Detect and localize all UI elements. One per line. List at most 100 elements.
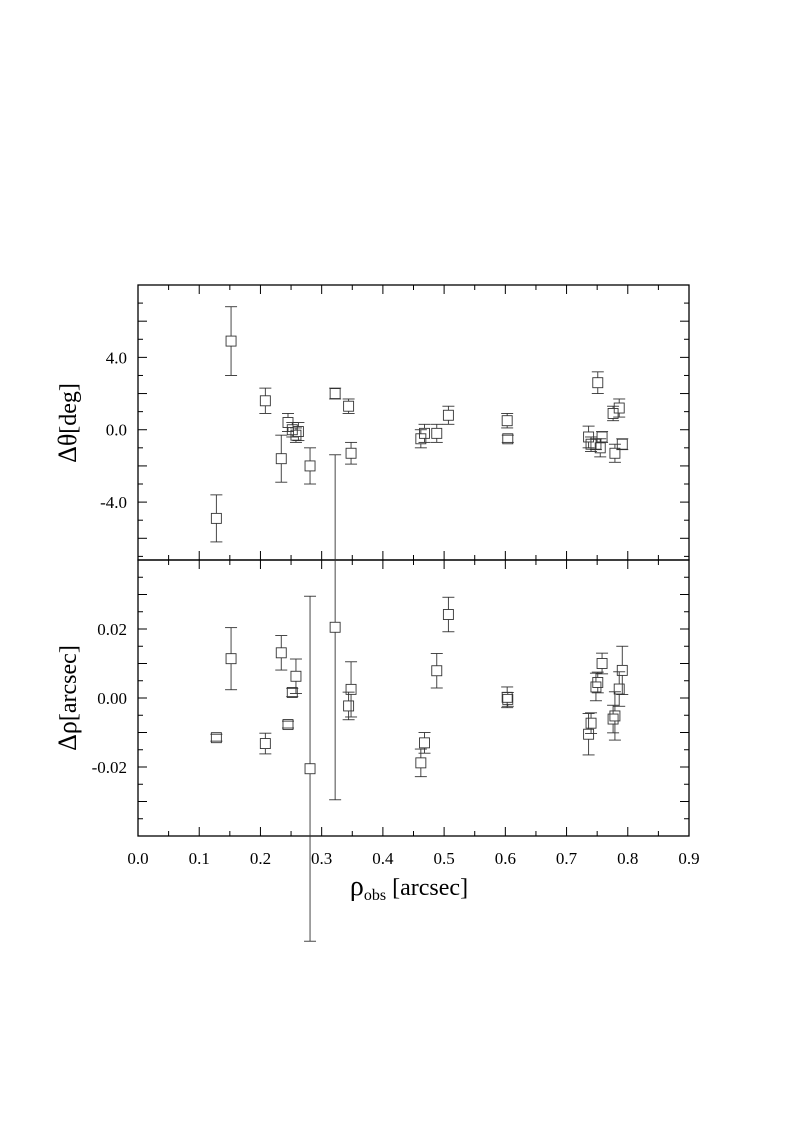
data-point: [259, 732, 272, 755]
data-point: [591, 671, 604, 694]
square-marker: [609, 447, 621, 459]
x-tick-label: 0.6: [495, 849, 516, 868]
square-marker: [415, 757, 427, 769]
square-marker: [225, 653, 237, 665]
bottom-panel-points: [210, 454, 629, 942]
y-tick-label: 0.0: [106, 421, 127, 440]
y-tick-label: -4.0: [100, 493, 127, 512]
x-axis-subscript: obs: [364, 887, 386, 904]
square-marker: [590, 681, 602, 693]
square-marker: [616, 664, 628, 676]
bottom-y-axis-symbol: Δρ: [53, 721, 82, 751]
data-point: [275, 434, 288, 483]
square-marker: [345, 683, 357, 695]
bottom-panel-frame: [137, 559, 690, 837]
data-point: [281, 719, 294, 731]
x-tick-label: 0.1: [189, 849, 210, 868]
bottom-panel-ticks: [137, 560, 690, 836]
top-y-axis-unit: [deg]: [56, 383, 82, 434]
data-point: [210, 732, 223, 744]
square-marker: [501, 415, 513, 427]
data-point: [501, 692, 514, 707]
y-tick-label: -0.02: [92, 758, 127, 777]
data-point: [608, 691, 621, 741]
square-marker: [286, 687, 298, 698]
x-tick-label: 0.4: [372, 849, 394, 868]
data-point: [582, 425, 595, 449]
square-marker: [431, 427, 443, 439]
data-point: [613, 398, 626, 418]
square-marker: [419, 427, 430, 439]
square-marker: [502, 433, 514, 445]
data-point: [418, 732, 431, 754]
data-point: [608, 443, 621, 463]
x-tick-label: 0.8: [617, 849, 638, 868]
square-marker: [345, 447, 357, 459]
data-point: [430, 423, 443, 443]
bottom-y-axis-unit: [arcsec]: [56, 645, 82, 721]
x-tick-label: 0.9: [678, 849, 699, 868]
square-marker: [442, 609, 454, 620]
x-tick-label: 0.3: [311, 849, 332, 868]
square-marker: [282, 719, 294, 731]
square-marker: [210, 732, 222, 744]
square-marker: [502, 693, 514, 705]
data-point: [582, 713, 595, 756]
data-point: [345, 661, 358, 718]
square-marker: [225, 335, 237, 347]
square-marker: [592, 377, 604, 389]
square-marker: [616, 438, 628, 450]
square-marker: [304, 763, 316, 775]
square-marker: [259, 738, 271, 749]
square-marker: [343, 400, 355, 412]
top-y-axis-symbol: Δθ: [53, 434, 82, 463]
square-marker: [304, 460, 316, 472]
square-marker: [613, 402, 625, 414]
bottom-panel-x-tick-labels: 0.0 0.1 0.2 0.3 0.4 0.5 0.6 0.7 0.8 0.9: [127, 849, 699, 868]
data-point: [210, 494, 223, 543]
data-point: [616, 438, 629, 451]
data-point: [259, 387, 272, 414]
data-point: [342, 691, 355, 721]
bottom-panel: -0.020.000.02 0.0 0.1 0.2 0.3 0.4 0.5 0.6 0.7 0.…: [53, 454, 700, 942]
square-marker: [343, 700, 355, 712]
square-marker: [613, 683, 625, 695]
square-marker: [275, 647, 287, 659]
square-marker: [431, 665, 443, 677]
square-marker: [259, 395, 271, 407]
x-axis-symbol: ρ: [350, 871, 364, 902]
x-tick-label: 0.5: [433, 849, 454, 868]
square-marker: [607, 713, 619, 725]
data-point: [304, 595, 317, 942]
bottom-panel-y-tick-labels: -0.02 0.00 0.02: [92, 620, 127, 777]
square-marker: [609, 710, 621, 722]
data-point: [225, 627, 238, 691]
data-point: [342, 398, 355, 414]
top-panel-frame: [137, 284, 690, 561]
data-point: [289, 427, 302, 443]
data-point: [292, 422, 305, 442]
data-point: [329, 387, 342, 400]
top-panel-y-axis-title: Δθ[deg]: [53, 383, 82, 463]
square-marker: [592, 677, 604, 688]
x-axis-unit: [arcsec]: [392, 875, 468, 901]
square-marker: [583, 728, 595, 740]
square-marker: [329, 388, 341, 400]
data-point: [596, 652, 609, 675]
data-point: [585, 712, 598, 734]
square-marker: [501, 691, 513, 703]
square-marker: [292, 426, 304, 437]
data-point: [607, 704, 620, 734]
data-point: [281, 413, 294, 432]
data-point: [501, 413, 514, 429]
data-point: [225, 306, 238, 376]
data-point: [304, 447, 317, 485]
square-marker: [329, 621, 341, 633]
data-point: [501, 433, 514, 445]
x-tick-label: 0.0: [127, 849, 148, 868]
data-point: [442, 596, 455, 633]
square-marker: [419, 737, 430, 749]
data-point: [275, 635, 288, 671]
data-point: [616, 645, 629, 695]
y-tick-label: 0.00: [97, 689, 127, 708]
